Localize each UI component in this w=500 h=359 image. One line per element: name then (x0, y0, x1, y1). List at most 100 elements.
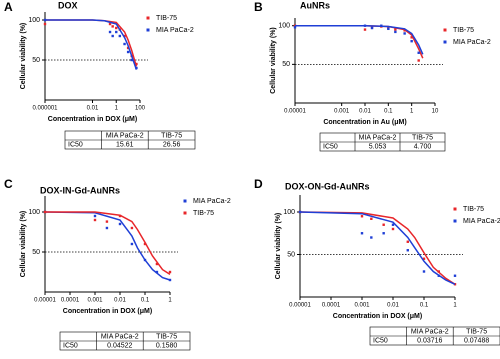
data-point (118, 214, 122, 218)
data-point (130, 226, 134, 230)
data-point (382, 223, 385, 226)
x-tick-label: 1 (115, 106, 119, 112)
chart-title: AuNRs (300, 0, 330, 10)
y-axis-title: Cellular viability (%) (20, 211, 27, 278)
data-point (298, 210, 302, 214)
table-header: MIA PaCa-2 (106, 132, 144, 139)
data-point (437, 274, 440, 277)
y-tick-label: 100 (28, 209, 40, 216)
table-cell: 0.1580 (156, 342, 178, 349)
table-row-label: IC50 (323, 143, 338, 150)
x-axis-title: Concentration in DOX (μM) (333, 313, 422, 320)
fit-curve (45, 211, 171, 276)
y-axis-title: Cellular viability (%) (275, 213, 282, 280)
x-tick-label: 100 (135, 106, 146, 112)
data-point (380, 24, 383, 27)
data-point (126, 46, 130, 50)
y-axis-title: Cellular viability (%) (270, 27, 277, 94)
data-point (410, 39, 413, 43)
data-point (406, 240, 409, 243)
x-tick-label: 0.00001 (284, 109, 306, 115)
data-point (130, 58, 133, 62)
panel-letter: B (254, 0, 263, 14)
data-point (363, 28, 367, 31)
fit-curve (44, 211, 171, 281)
data-point (130, 242, 134, 246)
data-point (370, 236, 373, 239)
data-point (382, 232, 385, 235)
table-header: TIB-75 (466, 328, 487, 335)
data-point (143, 258, 147, 262)
y-tick-label: 100 (278, 23, 290, 30)
x-tick-label: 0.00001 (34, 298, 56, 304)
table-header: MIA PaCa-2 (101, 333, 139, 340)
data-point (394, 30, 397, 34)
legend-marker (453, 219, 457, 223)
x-tick-label: 0.01 (387, 303, 399, 309)
table-row-label: IC50 (63, 342, 78, 349)
data-point (115, 26, 118, 30)
legend-marker (183, 211, 187, 215)
legend-label: TIB-75 (193, 210, 214, 217)
x-tick-label: 0.1 (384, 109, 393, 115)
x-tick-label: 0.00001 (289, 303, 311, 309)
panel-letter: A (4, 0, 13, 14)
table-cell: 0.07488 (464, 337, 489, 344)
x-tick-label: 0.0001 (61, 298, 80, 304)
x-tick-label: 0.1 (141, 298, 150, 304)
data-point (417, 51, 420, 54)
y-tick-label: 100 (283, 209, 295, 216)
panel: A DOX 50 100 0.000001 0.01 1 100 Concentration i… (4, 0, 196, 150)
x-tick-label: 1 (453, 303, 457, 309)
data-point (115, 30, 118, 34)
data-point (437, 270, 440, 273)
x-axis-title: Concentration in Au (μM) (323, 119, 406, 126)
data-point (155, 262, 159, 266)
x-tick-label: 0.001 (87, 298, 103, 304)
legend-marker (146, 16, 150, 20)
data-point (422, 257, 426, 260)
x-tick-label: 0.01 (87, 106, 99, 112)
fit-curve (45, 19, 138, 70)
x-tick-label: 0.0001 (322, 303, 341, 309)
panel: D DOX-ON-Gd-AuNRs 50 100 0.00001 0.0001 0.001 0… (254, 177, 500, 346)
table-header: TIB-75 (156, 333, 177, 340)
legend-label: TIB-75 (453, 27, 474, 34)
data-point (93, 218, 97, 222)
data-point (126, 50, 130, 54)
legend-label: MIA PaCa-2 (156, 27, 194, 34)
data-point (370, 217, 373, 220)
y-tick-label: 50 (287, 251, 295, 258)
data-point (155, 270, 159, 274)
data-point (406, 249, 409, 252)
panel-letter: D (254, 177, 263, 191)
x-tick-label: 10 (432, 109, 439, 115)
data-point (360, 215, 364, 218)
x-axis-title: Concentration in DOX (μM) (63, 308, 152, 315)
table-row-label: IC50 (373, 337, 388, 344)
data-point (135, 66, 138, 70)
chart-title: DOX (58, 0, 78, 10)
data-point (403, 32, 406, 35)
table-cell: 26.56 (163, 141, 181, 148)
data-point (43, 18, 47, 22)
y-tick-label: 50 (32, 57, 40, 64)
data-point (43, 22, 47, 26)
x-tick-label: 1 (168, 298, 172, 304)
x-tick-label: 0.001 (334, 109, 350, 115)
data-point (123, 42, 126, 46)
fit-curve (299, 211, 456, 285)
data-point (108, 30, 112, 34)
legend-label: TIB-75 (463, 206, 484, 213)
data-point (453, 274, 457, 277)
table-cell: 4.700 (414, 143, 432, 150)
data-point (93, 214, 97, 218)
chart-title: DOX-IN-Gd-AuNRs (40, 185, 120, 195)
data-point (417, 59, 420, 62)
data-point (422, 270, 426, 273)
data-point (293, 26, 297, 29)
legend-label: TIB-75 (156, 15, 177, 22)
y-tick-label: 100 (28, 17, 40, 24)
data-point (363, 24, 367, 27)
data-point (391, 227, 395, 231)
